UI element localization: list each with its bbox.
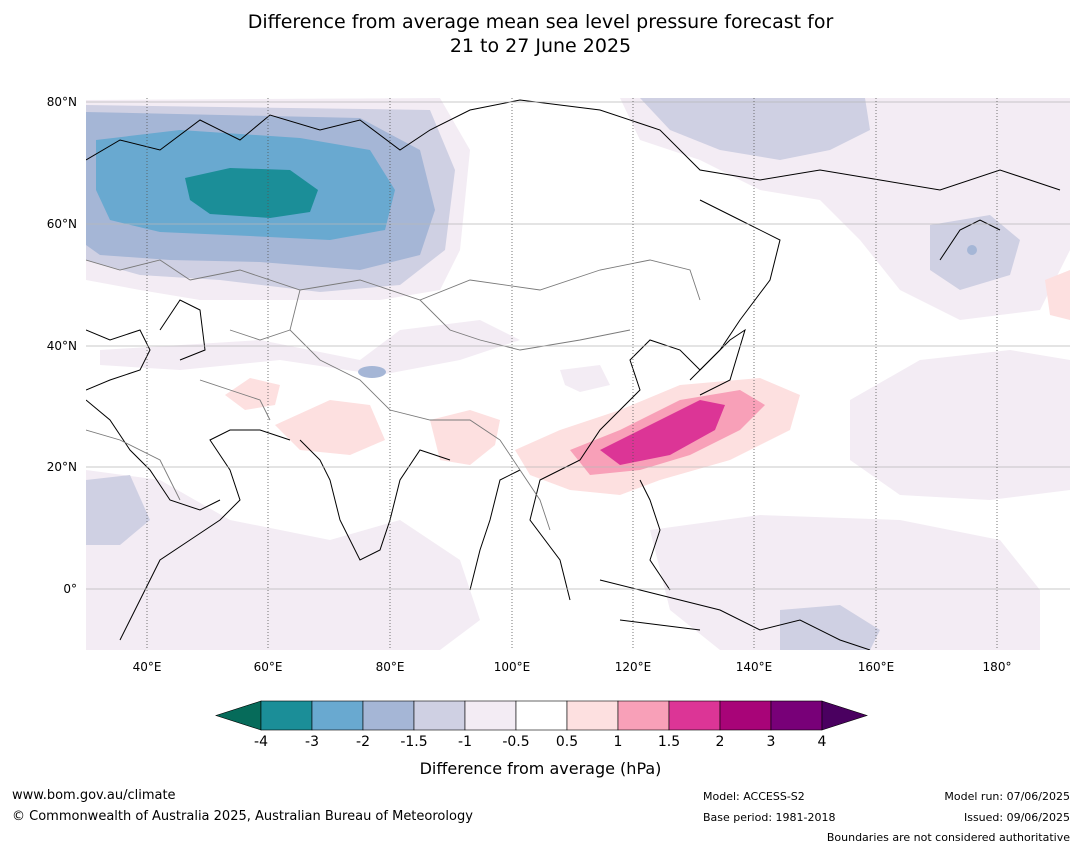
contour-neg-05-central (100, 320, 520, 375)
lon-label-80e: 80°E (375, 660, 405, 674)
colorbar-tick-label: 2 (715, 734, 725, 750)
lon-label-100e: 100°E (493, 660, 531, 674)
colorbar-label: Difference from average (hPa) (419, 759, 662, 778)
colorbar-swatch (719, 700, 772, 731)
contour-neg-1-africa (86, 475, 150, 545)
colorbar-swatch (770, 700, 823, 731)
colorbar-swatch (260, 700, 313, 731)
colorbar-tick-label: -2 (356, 734, 370, 750)
footer-issued: Issued: 09/06/2025 (963, 811, 1070, 824)
colorbar-tick-label: -3 (305, 734, 319, 750)
lon-label-180: 180° (982, 660, 1012, 674)
contour-pos-05-india (275, 400, 385, 455)
colorbar-swatch (413, 700, 466, 731)
contour-pos-05-pacific-ne (1045, 270, 1070, 320)
colorbar-tick-label: -1.5 (400, 734, 428, 750)
contour-pos-15-ecs (600, 400, 725, 465)
colorbar-swatch (515, 700, 568, 731)
footer-copyright: © Commonwealth of Australia 2025, Austra… (12, 809, 473, 824)
map-title: Difference from average mean sea level p… (0, 10, 1081, 58)
colorbar-tick-label: 1.5 (657, 734, 681, 750)
colorbar-tick-label: -4 (254, 734, 268, 750)
colorbar-swatch (362, 700, 415, 731)
lon-label-40e: 40°E (132, 660, 162, 674)
colorbar-tick-label: -0.5 (502, 734, 530, 750)
lat-label-60n: 60°N (46, 217, 77, 231)
colorbar-tick-label: -1 (458, 734, 472, 750)
lon-label-120e: 120°E (614, 660, 652, 674)
colorbar-swatch (617, 700, 670, 731)
footer-model-run: Model run: 07/06/2025 (944, 790, 1070, 803)
colorbar-tick-label: 1 (613, 734, 623, 750)
contour-neg-1-npac (640, 98, 870, 160)
lat-label-0: 0° (63, 582, 77, 596)
footer-website[interactable]: www.bom.gov.au/climate (12, 788, 176, 803)
colorbar-swatch (668, 700, 721, 731)
contour-neg-1-wpac (780, 605, 880, 650)
colorbar-tick-label: 3 (766, 734, 776, 750)
colorbar-extend-low (215, 700, 262, 731)
lon-label-140e: 140°E (735, 660, 773, 674)
lon-label-60e: 60°E (253, 660, 283, 674)
colorbar-swatch (464, 700, 517, 731)
title-line-1: Difference from average mean sea level p… (247, 11, 834, 33)
footer-boundaries: Boundaries are not considered authoritat… (826, 831, 1070, 844)
contour-neg-05-wpac (650, 515, 1040, 650)
colorbar-tick-label: 0.5 (555, 734, 579, 750)
lat-label-20n: 20°N (46, 460, 77, 474)
colorbar-extend-high (821, 700, 868, 731)
footer-model: Model: ACCESS-S2 (703, 790, 805, 803)
contour-neg-05-pac (850, 350, 1070, 500)
title-line-2: 21 to 27 June 2025 (449, 35, 632, 57)
contour-neg-3-nw (185, 168, 318, 218)
footer-base-period: Base period: 1981-2018 (703, 811, 836, 824)
anomaly-map (86, 98, 1070, 650)
colorbar-tick-label: 4 (817, 734, 827, 750)
lat-label-80n: 80°N (46, 95, 77, 109)
colorbar-swatch (566, 700, 619, 731)
lon-label-160e: 160°E (857, 660, 895, 674)
lat-label-40n: 40°N (46, 339, 77, 353)
contour-pos-05-bay (430, 410, 500, 465)
contour-neg-05-io (86, 470, 480, 650)
colorbar-swatch (311, 700, 364, 731)
contour-neg-05-mongolia (560, 365, 610, 392)
contour-pos-05-arabia (225, 378, 280, 410)
